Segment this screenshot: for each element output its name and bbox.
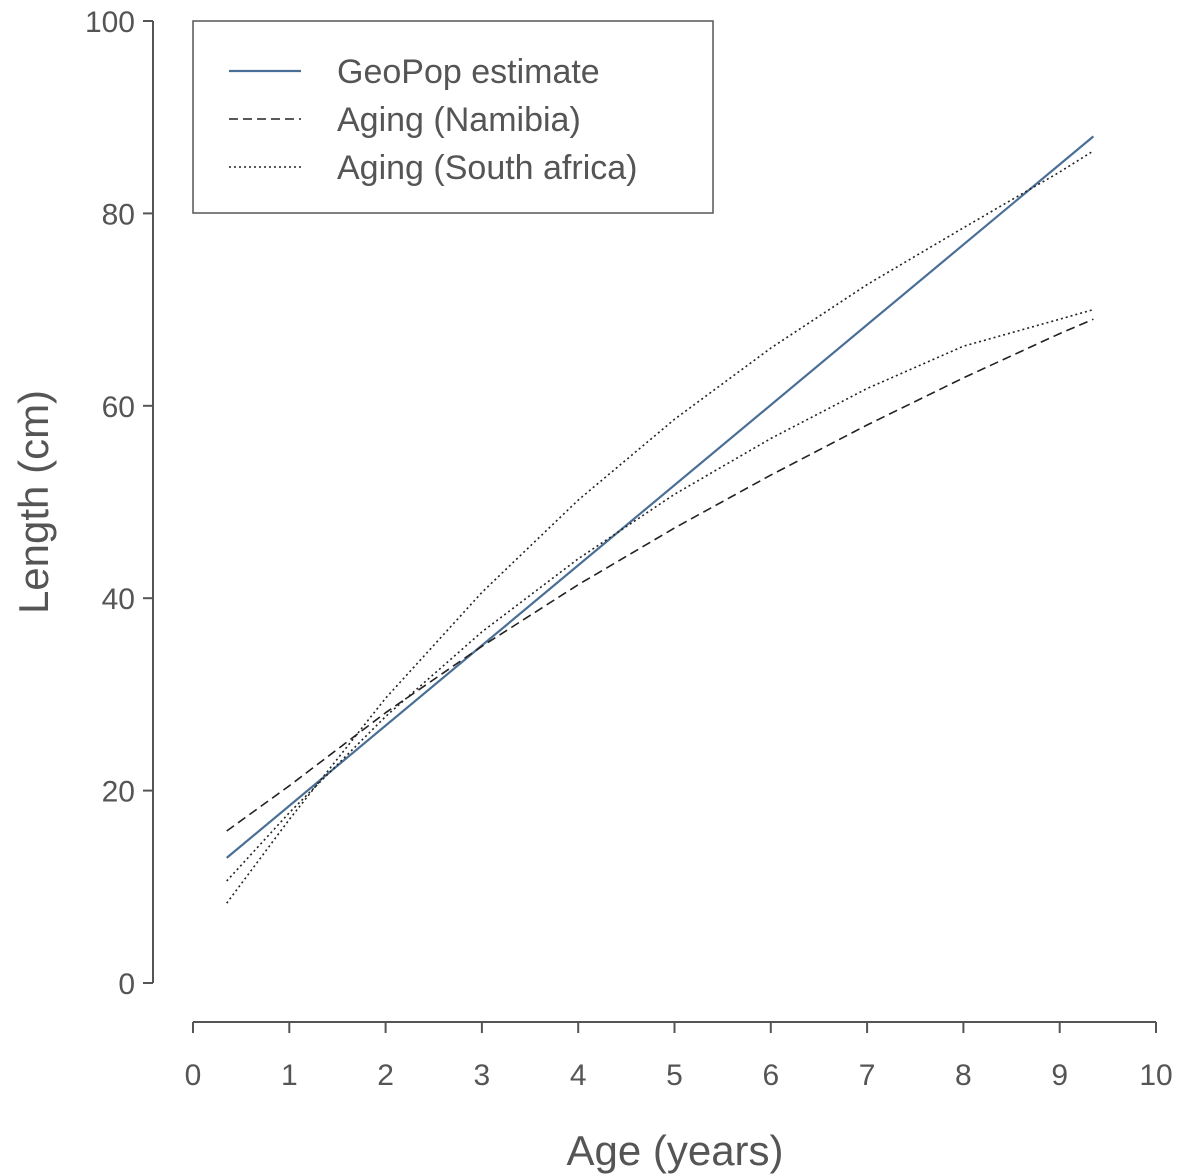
x-tick-label: 5 [666,1059,683,1092]
x-tick-label: 3 [474,1059,491,1092]
x-tick-label: 10 [1139,1059,1172,1092]
y-tick-label: 20 [102,776,135,809]
series-line-1 [225,135,1095,859]
x-tick-label: 4 [570,1059,587,1092]
y-axis: 0 20 40 60 80 100 [85,6,154,1001]
series-line-3 [226,308,1094,882]
y-axis-title: Length (cm) [10,390,57,614]
y-tick-label: 60 [102,391,135,424]
legend: GeoPop estimate Aging (Namibia) Aging (Sou… [192,20,714,214]
x-tick-label: 8 [955,1059,972,1092]
y-tick-label: 0 [118,968,135,1001]
legend-entries: GeoPop estimate Aging (Namibia) Aging (Sou… [229,53,638,187]
x-tick-label: 9 [1051,1059,1068,1092]
legend-label: Aging (Namibia) [337,101,581,139]
y-tick-label: 80 [102,198,135,231]
x-tick-label: 0 [185,1059,202,1092]
y-ticks: 0 20 40 60 80 100 [85,6,153,1001]
x-axis-title: Age (years) [566,1127,783,1174]
x-ticks: 0 1 2 3 4 5 6 7 8 9 10 [185,1022,1173,1092]
x-axis: 0 1 2 3 4 5 6 7 8 9 10 [185,1021,1173,1092]
x-tick-label: 7 [859,1059,876,1092]
x-tick-label: 1 [281,1059,298,1092]
legend-label: Aging (South africa) [337,149,638,187]
series-line-4 [226,150,1094,904]
x-tick-label: 2 [377,1059,394,1092]
legend-label: GeoPop estimate [337,53,600,91]
plot-series [225,135,1095,904]
legend-box [192,20,714,214]
y-tick-label: 40 [102,583,135,616]
y-tick-label: 100 [85,6,135,39]
x-tick-label: 6 [762,1059,779,1092]
series-line-2 [226,318,1094,832]
